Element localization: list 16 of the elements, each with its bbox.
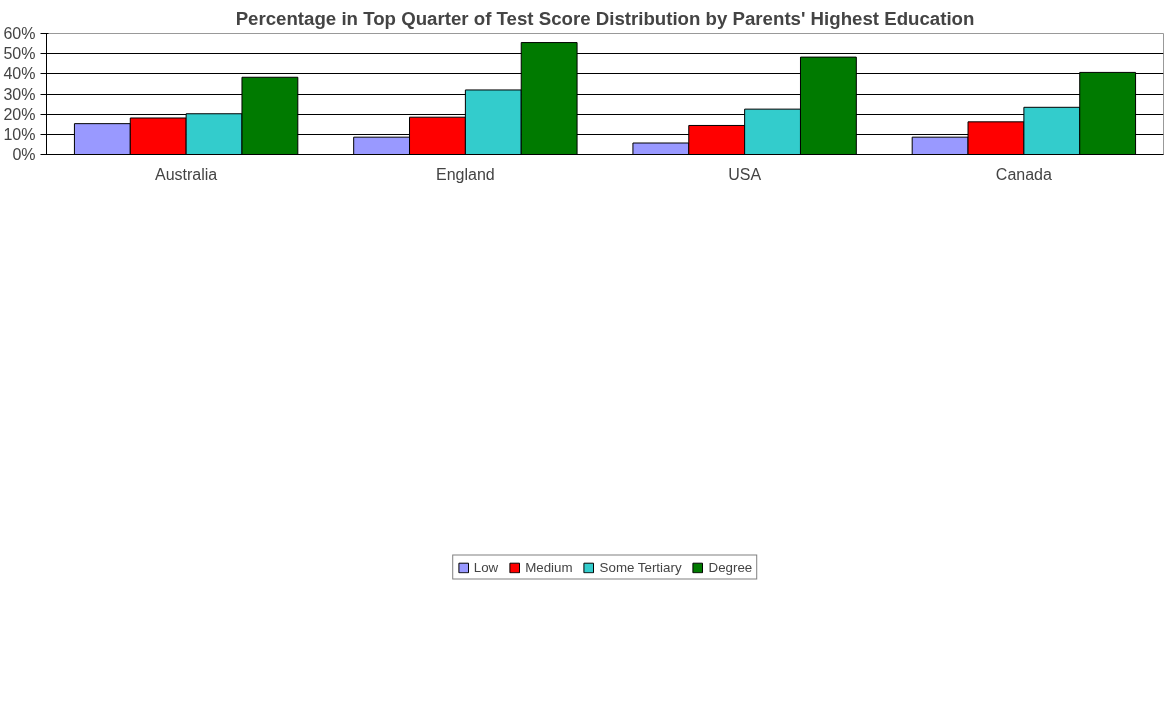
y-tick-label: 50% <box>3 45 36 63</box>
y-tick-label: 40% <box>3 65 36 83</box>
chart-title: Percentage in Top Quarter of Test Score Distribution by Parents' Highest Education <box>235 7 975 29</box>
y-tick-label: 20% <box>3 105 36 123</box>
legend-label: Some Tertiary <box>599 559 682 575</box>
x-tick-label: Canada <box>995 165 1052 183</box>
x-tick-label: USA <box>728 165 762 183</box>
legend-label: Degree <box>708 559 753 575</box>
legend-label: Medium <box>525 559 573 575</box>
legend-label: Low <box>473 559 499 575</box>
x-tick-label: England <box>436 165 495 183</box>
y-tick-label: 60% <box>3 25 36 42</box>
y-tick-label: 10% <box>3 125 36 143</box>
y-tick-label: 30% <box>3 85 36 103</box>
x-tick-label: Australia <box>155 165 218 183</box>
y-tick-label: 0% <box>12 146 36 163</box>
